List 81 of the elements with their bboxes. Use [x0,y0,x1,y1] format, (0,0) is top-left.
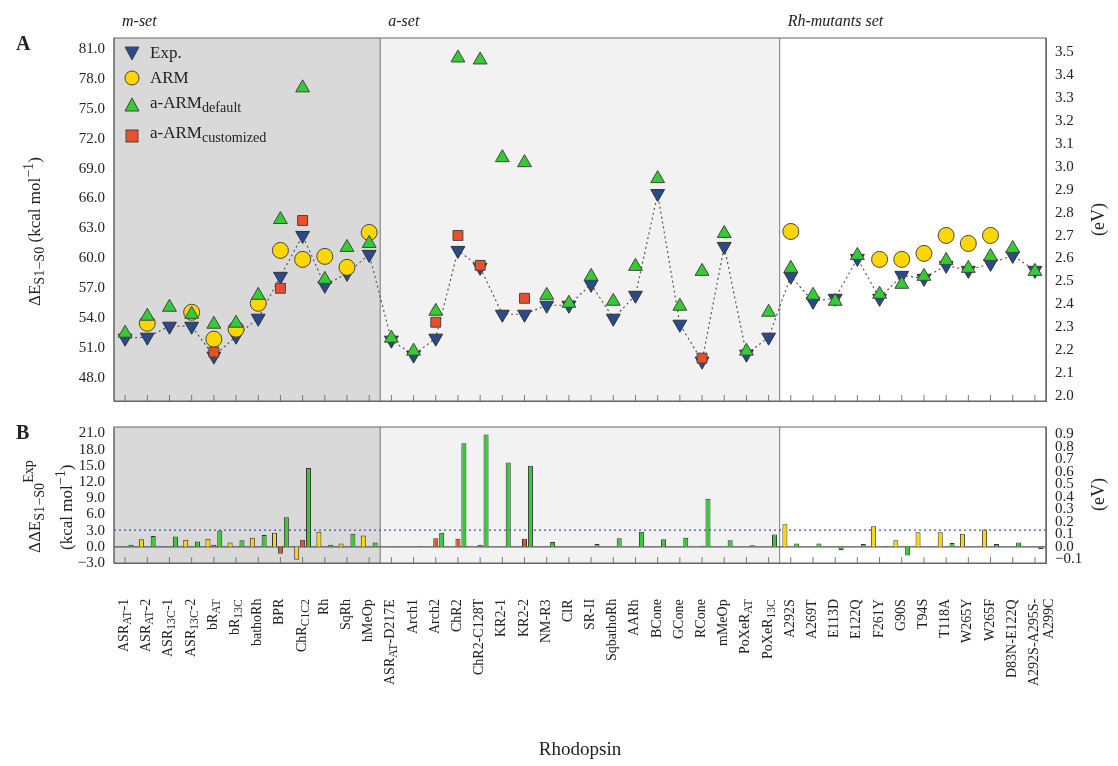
chart-title: A [16,32,31,55]
legend-label: ARM [150,67,189,89]
y2-tick-label: 2.3 [1055,318,1074,335]
chart-title: B [16,421,30,444]
x-tick-label: Arch2 [426,599,442,634]
y-tick-label: 69.0 [78,159,105,176]
y-tick-label: 63.0 [78,219,105,236]
x-tick-label: W265Y [959,599,975,644]
x-tick-label: RCone [693,599,709,638]
x-tick-label: BCone [648,599,664,638]
x-tick-label: D83N-E122Q [1003,599,1019,678]
x-tick-label: E113D [826,599,842,639]
y-tick-label: 75.0 [78,99,105,116]
y-tick-label: 66.0 [78,189,105,206]
x-tick-label: hMeOp [360,599,376,642]
x-tick-label: F261Y [870,599,886,638]
x-axis-title: Rhodopsin [537,738,623,760]
y2-axis-title: (eV) [1088,202,1109,238]
x-tick-label: NM-R3 [537,599,553,643]
band-label: Rh-mutants set [786,12,884,29]
y2-tick-label: 2.4 [1055,295,1075,312]
y-tick-label: 15.0 [78,456,105,473]
y-tick-label: 51.0 [78,339,105,356]
y2-tick-label: 3.0 [1055,157,1074,174]
x-tick-label: SqbathoRh [604,599,620,662]
y2-tick-label: 2.0 [1055,387,1074,404]
x-tick-label: ChR2-C128T [471,599,487,676]
x-tick-label: SqRh [338,599,353,631]
x-tick-label: GCone [670,599,686,639]
y-tick-label: 54.0 [78,309,105,326]
legend-label: a-ARM$_{customized}$ [150,122,267,148]
band-label: a-set [388,12,420,29]
legend-label: Exp. [150,42,182,64]
x-tick-label: ClR [559,599,575,622]
x-tick-label: A292S [781,599,797,638]
x-tick-label: KR2-2 [515,599,531,638]
y-tick-label: 81.0 [78,39,105,56]
y-tick-label: 48.0 [78,369,105,385]
y2-tick-label: 3.3 [1055,88,1074,105]
x-tick-label: T118A [937,599,953,639]
x-tick-label: ChR2 [448,599,464,632]
y2-tick-label: 3.2 [1055,111,1074,128]
y-tick-label: 6.0 [86,505,105,522]
y2-tick-label: 2.5 [1055,272,1074,289]
x-tick-label: SR-II [582,599,598,631]
y2-tick-label: 2.7 [1055,226,1075,243]
x-tick-label: KR2-1 [493,599,509,638]
band-label: m-set [122,12,158,29]
y2-tick-label: 2.9 [1055,180,1074,197]
x-tick-label: A292S-A295S-A299C [1025,599,1056,689]
x-tick-label: mMeOp [715,599,731,646]
y2-tick-label: 3.4 [1055,65,1075,82]
x-tick-label: Rh [315,599,331,616]
x-tick-label: A269T [804,599,819,639]
x-tick-label: G90S [892,599,908,631]
y2-tick-label: 2.6 [1055,249,1075,266]
y-tick-label: 3.0 [86,521,105,538]
y-tick-label: 57.0 [78,279,105,296]
y-tick-label: 78.0 [78,69,105,86]
x-tick-label: E122Q [848,599,864,639]
y-tick-label: 18.0 [78,440,105,457]
x-tick-label: W265F [981,599,997,641]
x-tick-label: T94S [914,599,930,630]
y-tick-label: −3.0 [77,553,105,570]
y-tick-label: 9.0 [86,489,105,506]
y2-axis-title: (eV) [1088,477,1109,514]
y2-tick-label: 2.2 [1055,341,1074,358]
y-tick-label: 60.0 [78,249,105,266]
y-tick-label: 72.0 [78,129,105,146]
x-tick-label: Arch1 [404,599,420,634]
x-tick-label: AARh [626,599,642,636]
y2-tick-label: 3.5 [1055,42,1074,59]
legend-label: a-ARM$_{default}$ [150,92,242,118]
x-tick-label: BPR [271,599,287,626]
x-tick-label: bathoRh [249,599,265,647]
y2-tick-label: 2.1 [1055,364,1074,381]
y-tick-label: 0.0 [86,537,105,554]
y-tick-label: 12.0 [78,472,105,489]
y2-tick-label: 2.8 [1055,203,1074,220]
y2-tick-label: 3.1 [1055,134,1074,151]
y-tick-label: 21.0 [78,424,105,441]
